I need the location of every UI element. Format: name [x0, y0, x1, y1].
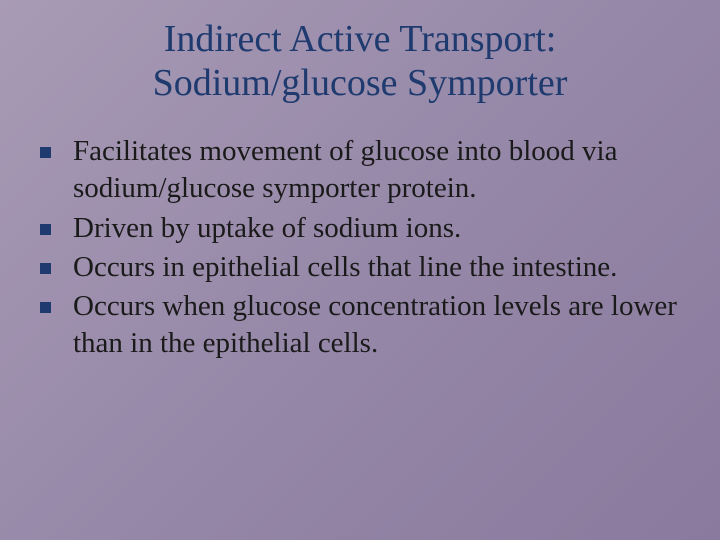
slide-title: Indirect Active Transport: Sodium/glucos… — [34, 18, 686, 105]
bullet-text: Occurs when glucose concentration levels… — [73, 288, 686, 362]
bullet-text: Facilitates movement of glucose into blo… — [73, 133, 686, 207]
square-bullet-icon — [40, 147, 51, 158]
bullet-text: Occurs in epithelial cells that line the… — [73, 249, 617, 286]
list-item: Occurs in epithelial cells that line the… — [40, 249, 686, 286]
list-item: Occurs when glucose concentration levels… — [40, 288, 686, 362]
bullet-list: Facilitates movement of glucose into blo… — [34, 133, 686, 362]
list-item: Facilitates movement of glucose into blo… — [40, 133, 686, 207]
bullet-text: Driven by uptake of sodium ions. — [73, 210, 461, 247]
square-bullet-icon — [40, 224, 51, 235]
square-bullet-icon — [40, 302, 51, 313]
slide-container: Indirect Active Transport: Sodium/glucos… — [0, 0, 720, 540]
list-item: Driven by uptake of sodium ions. — [40, 210, 686, 247]
square-bullet-icon — [40, 263, 51, 274]
